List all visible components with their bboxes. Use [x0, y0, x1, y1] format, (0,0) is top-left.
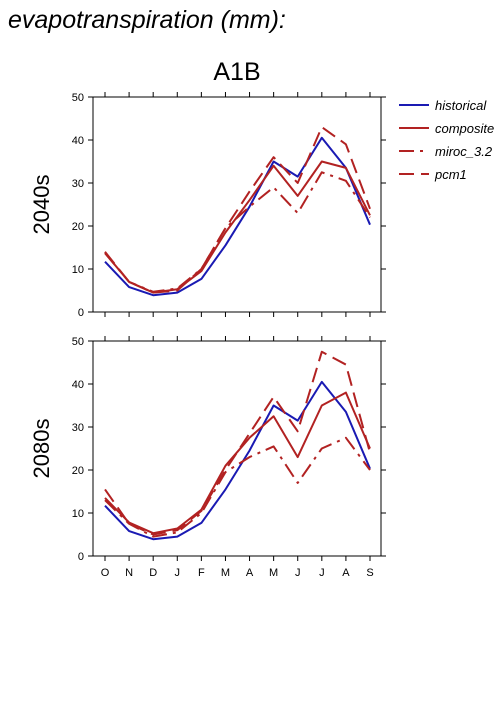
x-tick-label: A	[246, 567, 254, 579]
y-tick-label: 30	[72, 422, 84, 434]
row-label: 2080s	[29, 419, 54, 479]
y-tick-label: 0	[78, 551, 84, 563]
x-tick-label: M	[269, 567, 278, 579]
y-tick-label: 10	[72, 508, 84, 520]
y-tick-label: 40	[72, 135, 84, 147]
y-tick-label: 10	[72, 264, 84, 276]
x-tick-label: N	[125, 567, 133, 579]
page-title: evapotranspiration (mm):	[8, 6, 286, 34]
legend-label: composite	[435, 121, 494, 136]
x-tick-label: J	[295, 567, 301, 579]
x-tick-label: F	[198, 567, 205, 579]
x-tick-label: S	[366, 567, 373, 579]
y-tick-label: 20	[72, 465, 84, 477]
y-tick-label: 20	[72, 221, 84, 233]
chart-legend: historical composite miroc_3.2 pcm1	[399, 98, 494, 182]
y-tick-label: 50	[72, 92, 84, 104]
legend-label: historical	[435, 98, 487, 113]
x-tick-label: O	[101, 567, 110, 579]
x-tick-label: J	[319, 567, 325, 579]
series-line-historical	[104, 136, 371, 297]
legend-label: miroc_3.2	[435, 144, 493, 159]
x-tick-label: M	[221, 567, 230, 579]
y-tick-label: 40	[72, 379, 84, 391]
plot-frame	[92, 96, 382, 313]
series-line-pcm1	[104, 126, 371, 294]
panel-2080s: 0 10 20 30 40 50 O N D J F M A M J J A S 2080s	[29, 336, 386, 579]
chart-panels: 0 10 20 30 40 50 2040s 0 10 20 30 40 50 O N D J F M A M J J A S 2…	[29, 92, 386, 579]
y-tick-label: 0	[78, 307, 84, 319]
x-tick-label: J	[175, 567, 181, 579]
panel-2040s: 0 10 20 30 40 50 2040s	[29, 92, 386, 319]
series-line-composite	[104, 391, 371, 535]
series-line-miroc-3-2	[104, 436, 371, 538]
y-tick-label: 30	[72, 178, 84, 190]
series-line-pcm1	[104, 350, 371, 536]
plot-frame	[92, 340, 382, 557]
scenario-title: A1B	[213, 58, 260, 86]
row-label: 2040s	[29, 175, 54, 235]
x-tick-label: D	[149, 567, 157, 579]
y-tick-label: 50	[72, 336, 84, 348]
series-line-miroc-3-2	[104, 171, 371, 293]
legend-label: pcm1	[434, 167, 467, 182]
x-tick-label: A	[342, 567, 350, 579]
series-line-historical	[104, 380, 371, 541]
